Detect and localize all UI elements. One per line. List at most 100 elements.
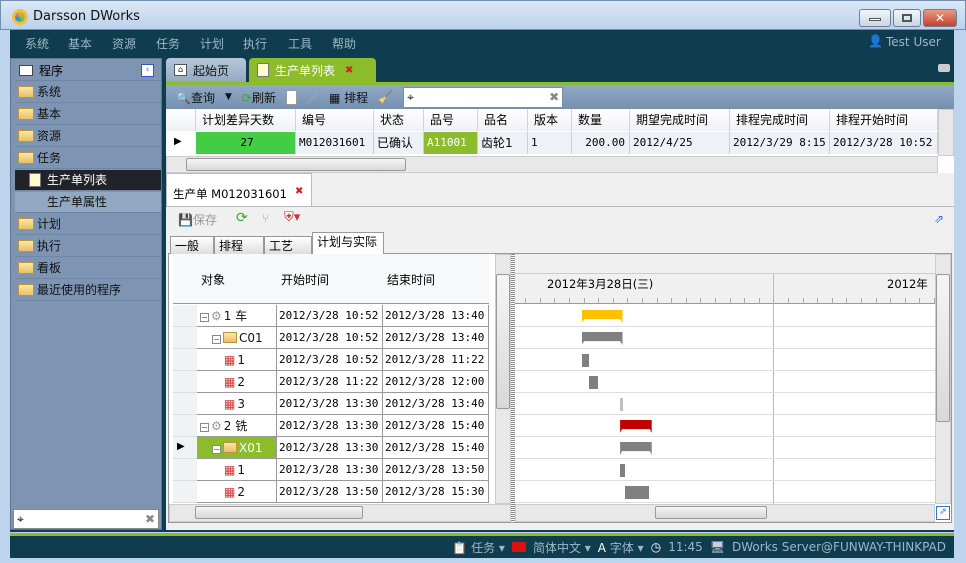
minimize-button[interactable] [859,9,891,27]
shield-delete-icon[interactable]: ⛨▾ [284,210,301,225]
start-time-cell[interactable]: 2012/3/28 13:30 [277,393,383,415]
scroll-thumb[interactable] [195,506,363,519]
tree-row[interactable]: ▦ 1 2012/3/28 10:52 2012/3/28 11:22 [173,349,489,371]
tree-object-cell[interactable]: − ⚙ 2 铣 [197,415,277,437]
tab-production-detail[interactable]: 生产单 M012031601 ✖ [166,173,313,206]
tree-object-cell[interactable]: − X01 [197,437,277,459]
tree-object-cell[interactable]: ▦ 2 [197,481,277,503]
start-time-cell[interactable]: 2012/3/28 13:50 [277,481,383,503]
close-tab-icon[interactable]: ✖ [294,186,304,197]
vertical-scrollbar[interactable] [938,109,954,156]
tree-column-header[interactable]: 对象 [201,273,226,287]
tree-row[interactable]: ▦ 1 2012/3/28 13:30 2012/3/28 13:50 [173,459,489,481]
menu-item[interactable]: 帮助 [332,37,357,51]
list-cell[interactable]: M012031601 [296,132,374,154]
tab-production-list[interactable]: 生产单列表 ✖ [249,58,376,82]
scroll-thumb[interactable] [186,158,406,171]
end-time-cell[interactable]: 2012/3/28 13:40 [383,305,489,327]
tab-home[interactable]: ⌂ 起始页 [166,58,246,82]
list-cell[interactable]: 2012/3/29 8:15 [730,132,830,154]
collapse-sidebar-button[interactable]: ‹ [141,64,154,77]
gantt-summary-bar[interactable] [620,442,652,455]
end-time-cell[interactable]: 2012/3/28 11:22 [383,349,489,371]
scroll-thumb[interactable] [655,506,767,519]
end-time-cell[interactable]: 2012/3/28 15:30 [383,481,489,503]
list-cell[interactable]: 200.00 [572,132,630,154]
tree-object-cell[interactable]: − ⚙ 1 车 [197,305,277,327]
tasks-button[interactable]: 📋 任务 ▾ [452,540,505,555]
list-cell[interactable]: 2012/3/28 10:52 [830,132,938,154]
flow-icon[interactable]: ⑂ [262,211,270,225]
tree-object-cell[interactable]: ▦ 1 [197,459,277,481]
gantt-task-bar[interactable] [588,376,599,389]
gantt-summary-bar[interactable] [620,420,652,433]
list-cell[interactable]: A11001 [424,132,478,154]
refresh-button[interactable]: ⟳刷新 [242,89,276,106]
subtab[interactable]: 排程 [214,236,264,254]
tree-object-cell[interactable]: ▦ 2 [197,371,277,393]
tree-object-cell[interactable]: ▦ 1 [197,349,277,371]
subtab[interactable]: 工艺 [264,236,312,254]
maximize-button[interactable] [893,9,921,27]
close-tab-icon[interactable]: ✖ [345,64,354,76]
gantt-summary-bar[interactable] [581,332,623,345]
list-search[interactable]: ⌖ ✖ [403,86,564,108]
column-header[interactable]: 版本 [528,109,572,131]
end-time-cell[interactable]: 2012/3/28 13:50 [383,459,489,481]
tree-row[interactable]: ▦ 2 2012/3/28 13:50 2012/3/28 15:30 [173,481,489,503]
start-time-cell[interactable]: 2012/3/28 10:52 [277,327,383,349]
user-name[interactable]: Test User [886,35,941,49]
tree-row[interactable]: ▦ 3 2012/3/28 13:30 2012/3/28 13:40 [173,393,489,415]
column-header[interactable]: 计划差异天数 [196,109,296,131]
menu-item[interactable]: 工具 [288,37,313,51]
scroll-thumb[interactable] [936,274,950,422]
sidebar-item-production-properties[interactable]: 生产单属性 [15,192,161,213]
scroll-thumb[interactable] [496,274,510,409]
column-header[interactable]: 期望完成时间 [630,109,730,131]
new-icon[interactable] [285,89,297,105]
end-time-cell[interactable]: 2012/3/28 13:40 [383,327,489,349]
language-selector[interactable]: 简体中文 ▾ [532,540,591,555]
list-cell[interactable]: 齿轮1 [478,132,528,154]
column-header[interactable]: 排程完成时间 [730,109,830,131]
column-header[interactable]: 状态 [374,109,424,131]
menu-item[interactable]: 执行 [243,37,268,51]
query-dropdown-icon[interactable]: ▼ [224,92,232,102]
collapse-icon[interactable]: − [212,335,221,344]
tree-row[interactable]: − ⚙ 1 车 2012/3/28 10:52 2012/3/28 13:40 [173,305,489,327]
column-header[interactable]: 品号 [424,109,478,131]
sidebar-item[interactable]: 看板 [15,258,161,279]
query-button[interactable]: 🔍查询 [176,89,215,106]
list-cell[interactable]: 1 [528,132,572,154]
gantt-task-bar[interactable] [624,486,650,499]
tree-object-cell[interactable]: ▦ 3 [197,393,277,415]
menu-item[interactable]: 资源 [112,37,137,51]
clear-search-icon[interactable]: ✖ [549,90,560,104]
start-time-cell[interactable]: 2012/3/28 10:52 [277,349,383,371]
collapse-icon[interactable]: − [200,313,209,322]
gantt-task-bar[interactable] [620,398,623,411]
menu-item[interactable]: 计划 [200,37,225,51]
sidebar-search-input[interactable] [25,511,143,527]
tree-row[interactable]: ▶ − X01 2012/3/28 13:30 2012/3/28 15:40 [173,437,489,459]
font-selector[interactable]: A 字体 ▾ [597,540,644,555]
sidebar-item-production-list[interactable]: 生产单列表 [15,170,161,191]
start-time-cell[interactable]: 2012/3/28 13:30 [277,415,383,437]
subtab[interactable]: 一般 [170,236,214,254]
panel-icon[interactable] [938,64,950,72]
start-time-cell[interactable]: 2012/3/28 13:30 [277,437,383,459]
sidebar-item[interactable]: 系统 [15,82,161,103]
start-time-cell[interactable]: 2012/3/28 10:52 [277,305,383,327]
edit-icon[interactable]: ／ [306,90,319,105]
tree-column-header[interactable]: 开始时间 [281,273,330,287]
close-button[interactable]: ✕ [923,9,957,27]
end-time-cell[interactable]: 2012/3/28 15:40 [383,415,489,437]
gantt-corner-button[interactable]: ⇗ [936,506,950,520]
save-button[interactable]: 💾保存 [178,211,217,228]
list-search-input[interactable] [415,89,548,105]
gantt-summary-bar[interactable] [581,310,623,323]
end-time-cell[interactable]: 2012/3/28 15:40 [383,437,489,459]
tree-row[interactable]: − C01 2012/3/28 10:52 2012/3/28 13:40 [173,327,489,349]
list-cell[interactable]: 已确认 [374,132,424,154]
sidebar-item[interactable]: 任务 [15,148,161,169]
